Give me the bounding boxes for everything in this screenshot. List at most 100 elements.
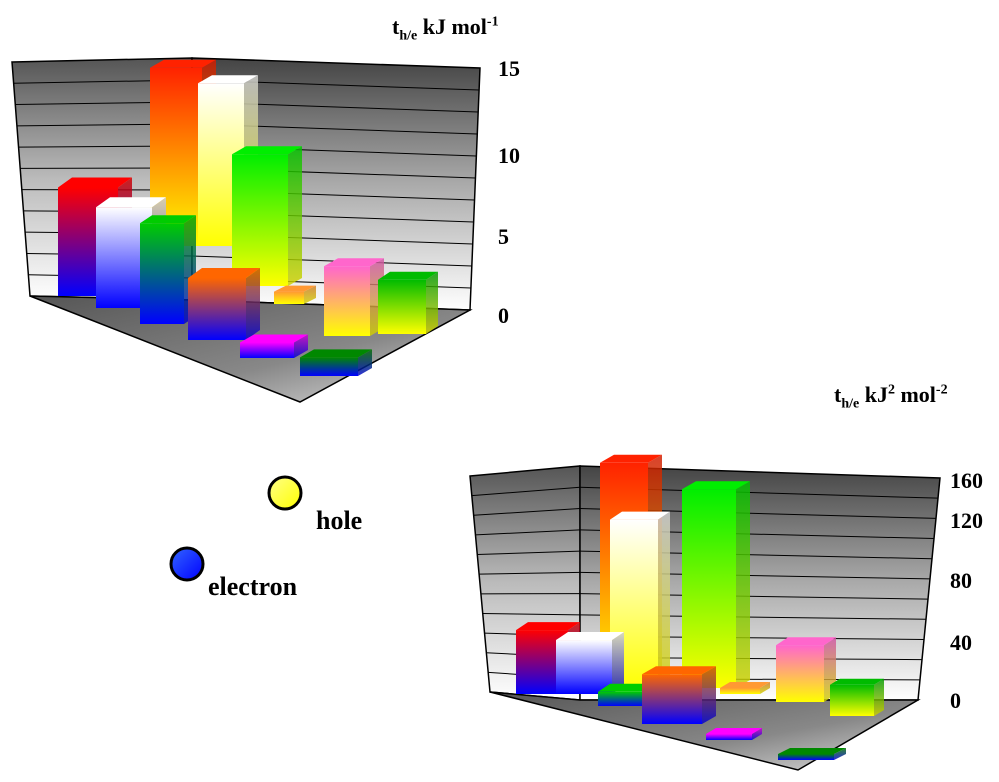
bar-top-face <box>720 682 770 688</box>
legend-electron-label: electron <box>208 572 298 601</box>
bar-top-face <box>682 481 750 490</box>
chart2-group: 160 120 80 40 0 <box>469 454 983 771</box>
chart1-ytick-label: 0 <box>498 303 509 328</box>
chart1-unit-superscript: -1 <box>486 14 499 30</box>
bar-side-shade <box>612 632 624 694</box>
bar-side-shade <box>426 271 438 334</box>
bar-front-face <box>378 279 426 334</box>
bar-top-face <box>232 146 302 155</box>
bar-top-face <box>776 637 836 646</box>
bar-front-face <box>706 734 752 740</box>
chart2-ytick-label: 160 <box>950 468 983 493</box>
bar-top-face <box>830 678 884 685</box>
bar-side-shade <box>874 678 884 716</box>
bar-side-face <box>702 666 716 724</box>
chart2-bar <box>706 728 762 740</box>
bar-side-shade <box>752 728 762 740</box>
chart1-bar <box>300 349 372 376</box>
bar-top-face <box>150 59 216 68</box>
bar-side-face <box>874 678 884 716</box>
chart1-bar <box>140 215 196 324</box>
chart2-unit-superscript: 2 <box>887 382 895 398</box>
bar-top-face <box>240 334 308 343</box>
bar-side-face <box>736 481 750 688</box>
chart2-gridline <box>473 508 581 516</box>
bar-top-face <box>300 349 372 358</box>
bar-side-shade <box>702 666 716 724</box>
chart1-ytick-label: 15 <box>498 56 520 81</box>
legend-hole-marker <box>267 475 303 511</box>
chart1-bar <box>188 268 260 340</box>
chart2-bar <box>720 682 770 694</box>
chart2-unit-text2: mol <box>894 382 936 407</box>
chart2-bar <box>682 481 750 688</box>
chart2-gridline <box>471 486 581 497</box>
bar-side-shade <box>288 146 302 286</box>
bar-side-face <box>246 268 260 340</box>
chart2-gridline <box>475 529 581 536</box>
chart1-unit-subscript: h/e <box>399 28 418 44</box>
bar-top-face <box>274 285 316 292</box>
bar-front-face <box>778 754 834 760</box>
bar-top-face <box>96 197 166 208</box>
bar-front-face <box>682 489 736 688</box>
chart2-bar <box>556 632 624 694</box>
bar-top-face <box>58 177 132 188</box>
bar-side-face <box>612 632 624 694</box>
chart2-bar <box>830 678 884 716</box>
chart2-unit-subscript: h/e <box>841 396 860 412</box>
chart2-gridline <box>477 550 581 556</box>
chart1-bar <box>274 285 316 304</box>
chart2-ytick-label: 80 <box>950 568 972 593</box>
bar-front-face <box>720 688 760 694</box>
chart1-bar <box>232 146 302 286</box>
bar-side-face <box>288 146 302 286</box>
bar-top-face <box>642 666 716 675</box>
bar-top-face <box>706 728 762 734</box>
bar-side-shade <box>658 511 670 690</box>
chart2-bar <box>776 637 836 702</box>
chart2-ytick-label: 0 <box>950 688 961 713</box>
chart2-unit-text: kJ <box>864 382 888 407</box>
bar-side-face <box>304 285 316 304</box>
bar-front-face <box>598 691 654 706</box>
bar-side-shade <box>294 334 308 358</box>
bar-side-shade <box>760 682 770 694</box>
bar-front-face <box>140 223 184 324</box>
bar-front-face <box>300 357 358 376</box>
bar-front-face <box>776 645 824 702</box>
bar-side-shade <box>834 748 846 760</box>
bar-front-face <box>188 278 246 340</box>
bar-front-face <box>324 266 370 336</box>
bar-side-face <box>294 334 308 358</box>
bar-top-face <box>778 748 846 754</box>
bar-side-shade <box>358 349 372 376</box>
bar-front-face <box>556 640 612 694</box>
chart2-unit-symbol: t <box>834 382 842 407</box>
bar-side-face <box>752 728 762 740</box>
bar-top-face <box>188 268 260 278</box>
bar-side-shade <box>736 481 750 688</box>
chart1-unit-text: kJ mol <box>422 14 487 39</box>
chart2-gridline <box>479 571 581 575</box>
bar-top-face <box>198 75 258 84</box>
chart2-unit-label: th/e kJ2 mol-2 <box>834 382 948 412</box>
chart2-ytick-label: 120 <box>950 508 983 533</box>
chart1-bar <box>378 271 438 334</box>
chart1-unit-symbol: t <box>392 14 400 39</box>
chart2-gridline <box>482 612 581 616</box>
bar-top-face <box>516 622 580 631</box>
bar-top-face <box>324 258 384 267</box>
bar-front-face <box>232 154 288 286</box>
chart2-bar <box>778 748 846 760</box>
legend-hole-label: hole <box>316 506 363 535</box>
legend-group <box>169 475 303 582</box>
bar-top-face <box>610 511 670 520</box>
chart1-ytick-label: 10 <box>498 143 520 168</box>
bar-side-face <box>426 271 438 334</box>
bar-front-face <box>642 674 702 724</box>
bar-top-face <box>140 215 196 224</box>
bar-top-face <box>378 271 438 280</box>
bar-front-face <box>240 342 294 358</box>
